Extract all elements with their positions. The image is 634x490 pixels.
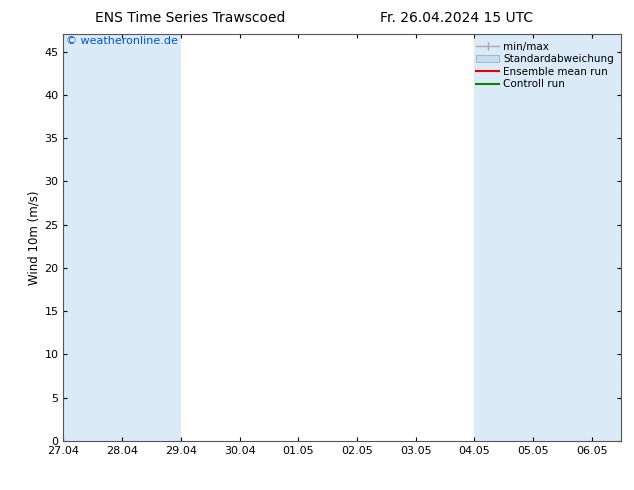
- Y-axis label: Wind 10m (m/s): Wind 10m (m/s): [27, 191, 40, 285]
- Bar: [533, 34, 592, 441]
- Bar: [592, 34, 621, 441]
- Bar: [474, 34, 533, 441]
- Bar: [63, 34, 122, 441]
- Text: Fr. 26.04.2024 15 UTC: Fr. 26.04.2024 15 UTC: [380, 11, 533, 25]
- Bar: [122, 34, 181, 441]
- Text: © weatheronline.de: © weatheronline.de: [66, 36, 178, 47]
- Legend: min/max, Standardabweichung, Ensemble mean run, Controll run: min/max, Standardabweichung, Ensemble me…: [474, 40, 616, 92]
- Text: ENS Time Series Trawscoed: ENS Time Series Trawscoed: [95, 11, 285, 25]
